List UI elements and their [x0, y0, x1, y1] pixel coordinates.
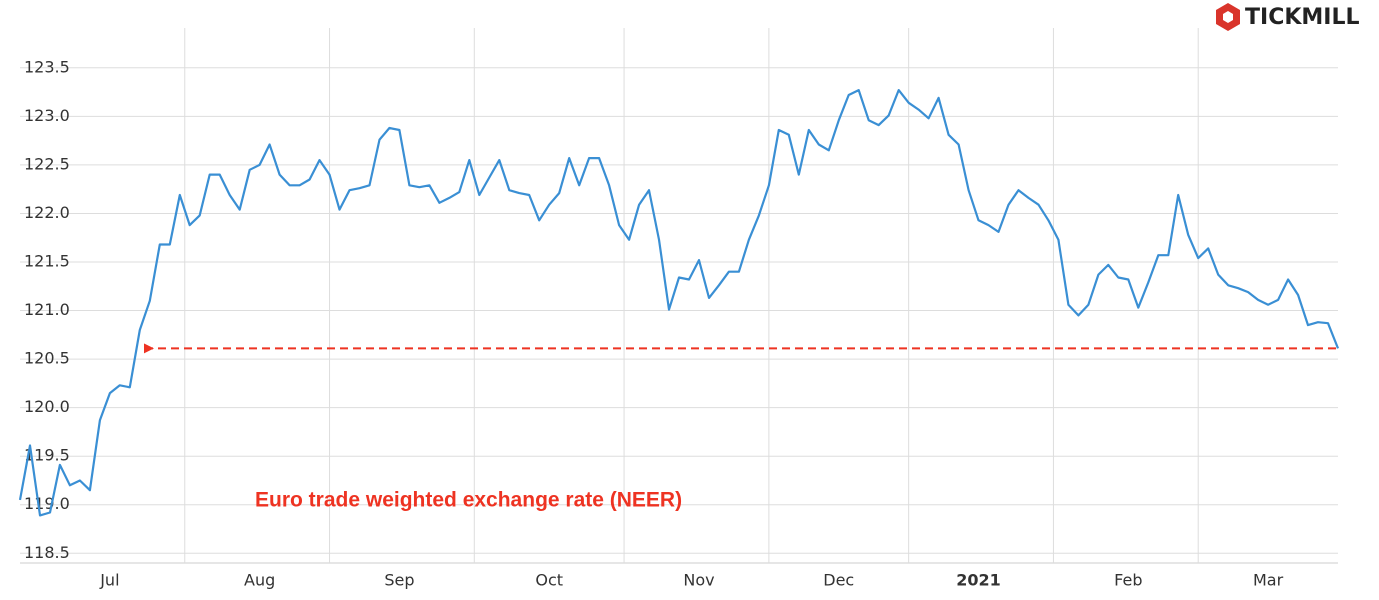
logo-icon-inner	[1223, 11, 1233, 23]
y-tick-label: 122.0	[24, 203, 70, 222]
logo: TICKMILL	[1216, 3, 1360, 31]
y-tick-label: 122.5	[24, 154, 70, 173]
logo-text: TICKMILL	[1245, 5, 1360, 30]
y-tick-label: 121.5	[24, 252, 70, 271]
x-tick-label: Oct	[535, 571, 563, 590]
y-tick-label: 118.5	[24, 543, 70, 562]
annotation: Euro trade weighted exchange rate (NEER)	[255, 489, 682, 512]
x-tick-label: Aug	[244, 571, 275, 590]
y-tick-label: 123.5	[24, 57, 70, 76]
x-tick-label: Mar	[1253, 571, 1284, 590]
y-tick-label: 119.5	[24, 446, 70, 465]
y-tick-label: 120.0	[24, 397, 70, 416]
y-tick-label: 120.5	[24, 349, 70, 368]
x-tick-label: 2021	[956, 571, 1001, 590]
series-line	[18, 89, 1340, 517]
y-tick-label: 121.0	[24, 300, 70, 319]
x-tick-label: Sep	[384, 571, 414, 590]
x-tick-label: Jul	[99, 571, 119, 590]
y-tick-label: 123.0	[24, 106, 70, 125]
grid	[20, 28, 1338, 563]
x-tick-label: Dec	[823, 571, 854, 590]
x-tick-label: Nov	[683, 571, 714, 590]
x-tick-label: Feb	[1114, 571, 1142, 590]
y-tick-label: 119.0	[24, 494, 70, 513]
